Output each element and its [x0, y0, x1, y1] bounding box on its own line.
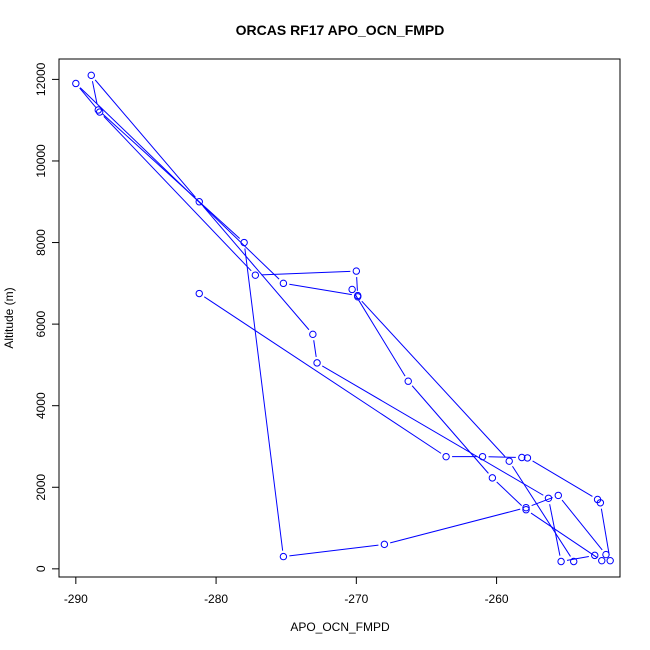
series-line-segment: [532, 460, 593, 497]
data-point: [251, 271, 260, 279]
x-tick-label: -280: [204, 592, 228, 606]
data-point: [557, 557, 565, 566]
series-line-segment: [91, 81, 98, 105]
data-point: [94, 106, 102, 114]
series-line-segment: [356, 277, 358, 291]
y-axis-label: Altitude (m): [2, 287, 16, 348]
data-point: [523, 454, 532, 462]
x-axis-label: APO_OCN_FMPD: [290, 620, 390, 634]
series-line-segment: [361, 300, 506, 458]
series-line-segment: [103, 116, 252, 272]
y-axis: 0 2000 4000 6000 8000 10000 12000: [34, 62, 60, 572]
data-point: [309, 330, 317, 339]
data-point: [404, 377, 412, 385]
data-point: [279, 279, 288, 288]
series-line-segment: [79, 87, 280, 280]
data-point: [570, 557, 578, 566]
series-line-segment: [600, 508, 610, 555]
series-line-segment: [313, 340, 317, 358]
series-line-segment: [530, 512, 598, 558]
series-line-segment: [390, 508, 521, 544]
data-point: [442, 452, 450, 461]
data-point: [95, 108, 104, 116]
series-line-segment: [79, 87, 97, 108]
data-point: [240, 238, 248, 247]
data-point: [522, 506, 530, 514]
chart-title: ORCAS RF17 APO_OCN_FMPD: [236, 22, 445, 38]
series-line-segment: [289, 544, 379, 557]
series-line-segment: [289, 283, 352, 296]
y-tick-label: 4000: [34, 392, 48, 419]
data-point: [488, 474, 497, 482]
y-tick-label: 8000: [34, 229, 48, 256]
data-point: [598, 556, 606, 565]
data-point: [348, 285, 356, 294]
data-point: [544, 494, 553, 502]
data-point: [72, 79, 80, 88]
series-line-segment: [202, 205, 310, 331]
x-axis: -290 -280 -270 -260: [64, 576, 509, 606]
x-tick-label: -290: [64, 592, 88, 606]
y-tick-label: 0: [34, 565, 48, 572]
y-tick-label: 10000: [34, 144, 48, 178]
series-line-segment: [354, 294, 406, 377]
data-point: [606, 556, 614, 565]
data-point: [354, 293, 362, 301]
data-point: [518, 453, 526, 462]
series-line-segment: [561, 499, 603, 551]
series-line-segment: [549, 504, 561, 556]
series-line-segment: [488, 456, 516, 458]
plot-area: [72, 71, 614, 566]
data-point: [352, 267, 361, 275]
series-line-segment: [261, 270, 351, 276]
data-point: [602, 550, 610, 559]
data-point: [195, 289, 203, 298]
series-line-segment: [531, 497, 553, 507]
series-line-segment: [512, 465, 571, 557]
series-line-segment: [244, 248, 284, 551]
series-line-segment: [496, 481, 523, 506]
data-point: [279, 552, 288, 561]
y-tick-label: 2000: [34, 474, 48, 501]
x-tick-label: -270: [344, 592, 368, 606]
data-point: [505, 457, 513, 465]
series-line-segment: [411, 385, 489, 474]
data-point: [195, 198, 203, 206]
x-tick-label: -260: [485, 592, 509, 606]
data-point: [596, 499, 605, 507]
data-point: [522, 503, 530, 512]
series-line-segment: [94, 79, 196, 198]
data-point: [313, 359, 321, 367]
data-point: [478, 452, 487, 461]
data-point: [591, 551, 599, 560]
data-point: [87, 71, 95, 80]
y-tick-label: 6000: [34, 310, 48, 337]
y-tick-label: 12000: [34, 62, 48, 96]
series-line-segment: [203, 296, 442, 454]
data-point: [554, 491, 562, 500]
series-line-segment: [102, 113, 241, 239]
data-point: [380, 540, 389, 549]
series-line-segment: [321, 365, 544, 496]
